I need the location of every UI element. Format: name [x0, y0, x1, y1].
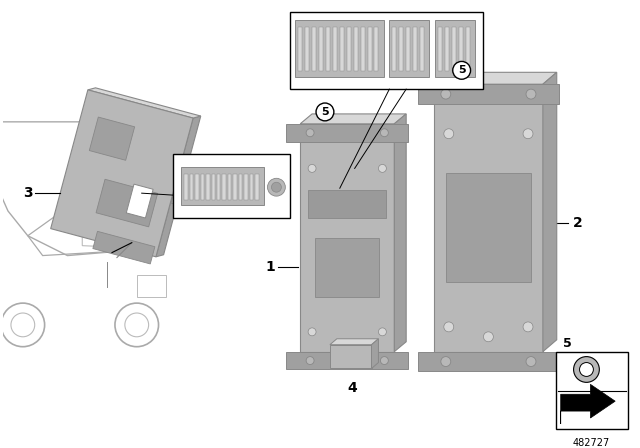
FancyBboxPatch shape	[406, 27, 410, 71]
FancyBboxPatch shape	[305, 27, 309, 71]
Circle shape	[441, 89, 451, 99]
Polygon shape	[126, 184, 153, 218]
FancyBboxPatch shape	[244, 174, 248, 200]
FancyBboxPatch shape	[217, 174, 220, 200]
FancyBboxPatch shape	[347, 27, 351, 71]
Circle shape	[526, 89, 536, 99]
Polygon shape	[330, 339, 378, 345]
Circle shape	[306, 357, 314, 365]
Polygon shape	[434, 72, 557, 84]
Circle shape	[523, 322, 533, 332]
FancyBboxPatch shape	[435, 20, 474, 77]
Circle shape	[308, 164, 316, 172]
Polygon shape	[300, 114, 406, 124]
FancyBboxPatch shape	[250, 174, 253, 200]
Polygon shape	[543, 72, 557, 352]
Circle shape	[523, 129, 533, 139]
Polygon shape	[418, 84, 559, 104]
Text: 4: 4	[348, 381, 358, 395]
FancyBboxPatch shape	[308, 190, 387, 218]
FancyBboxPatch shape	[459, 27, 463, 71]
Polygon shape	[394, 114, 406, 352]
FancyBboxPatch shape	[223, 174, 226, 200]
FancyBboxPatch shape	[319, 27, 323, 71]
Circle shape	[271, 182, 282, 192]
Polygon shape	[286, 352, 408, 370]
FancyBboxPatch shape	[195, 174, 198, 200]
Circle shape	[441, 357, 451, 366]
Polygon shape	[96, 179, 157, 227]
FancyBboxPatch shape	[374, 27, 378, 71]
Circle shape	[268, 178, 285, 196]
FancyBboxPatch shape	[354, 27, 358, 71]
FancyBboxPatch shape	[446, 173, 531, 282]
FancyBboxPatch shape	[389, 20, 429, 77]
FancyBboxPatch shape	[200, 174, 204, 200]
Circle shape	[380, 129, 388, 137]
Text: 5: 5	[563, 337, 572, 350]
Polygon shape	[171, 179, 192, 207]
Circle shape	[306, 129, 314, 137]
Text: 1: 1	[266, 260, 275, 275]
Polygon shape	[434, 84, 543, 352]
Circle shape	[483, 332, 493, 342]
FancyBboxPatch shape	[228, 174, 231, 200]
Polygon shape	[88, 88, 201, 118]
FancyBboxPatch shape	[413, 27, 417, 71]
FancyBboxPatch shape	[189, 174, 193, 200]
Circle shape	[580, 362, 593, 376]
Circle shape	[452, 61, 470, 79]
FancyBboxPatch shape	[392, 27, 396, 71]
Polygon shape	[286, 124, 408, 142]
FancyBboxPatch shape	[206, 174, 209, 200]
Circle shape	[378, 328, 387, 336]
FancyBboxPatch shape	[291, 12, 483, 89]
FancyBboxPatch shape	[452, 27, 456, 71]
Text: 5: 5	[458, 65, 465, 75]
Polygon shape	[90, 117, 134, 160]
Polygon shape	[156, 116, 201, 257]
FancyBboxPatch shape	[466, 27, 470, 71]
FancyBboxPatch shape	[234, 174, 237, 200]
FancyBboxPatch shape	[360, 27, 365, 71]
Polygon shape	[418, 352, 559, 371]
Polygon shape	[51, 90, 193, 257]
Circle shape	[444, 322, 454, 332]
FancyBboxPatch shape	[420, 27, 424, 71]
Circle shape	[380, 357, 388, 365]
FancyBboxPatch shape	[184, 174, 188, 200]
Circle shape	[573, 357, 599, 382]
FancyBboxPatch shape	[295, 20, 385, 77]
Polygon shape	[371, 339, 378, 369]
FancyBboxPatch shape	[255, 174, 259, 200]
FancyBboxPatch shape	[239, 174, 243, 200]
Polygon shape	[561, 384, 615, 424]
FancyBboxPatch shape	[298, 27, 302, 71]
FancyBboxPatch shape	[173, 154, 291, 218]
Text: 2: 2	[573, 216, 582, 230]
Circle shape	[444, 129, 454, 139]
FancyBboxPatch shape	[367, 27, 371, 71]
FancyBboxPatch shape	[340, 27, 344, 71]
Circle shape	[526, 357, 536, 366]
FancyBboxPatch shape	[556, 352, 628, 429]
Polygon shape	[93, 231, 155, 264]
Polygon shape	[330, 345, 371, 369]
FancyBboxPatch shape	[445, 27, 449, 71]
FancyBboxPatch shape	[399, 27, 403, 71]
FancyBboxPatch shape	[326, 27, 330, 71]
FancyBboxPatch shape	[315, 238, 380, 297]
Text: 482727: 482727	[573, 438, 610, 448]
Text: 5: 5	[321, 107, 329, 117]
FancyBboxPatch shape	[312, 27, 316, 71]
Circle shape	[308, 328, 316, 336]
Circle shape	[378, 164, 387, 172]
Text: 3: 3	[23, 186, 33, 200]
FancyBboxPatch shape	[181, 168, 264, 205]
FancyBboxPatch shape	[333, 27, 337, 71]
Circle shape	[316, 103, 334, 121]
FancyBboxPatch shape	[438, 27, 442, 71]
Polygon shape	[300, 124, 394, 352]
FancyBboxPatch shape	[212, 174, 215, 200]
